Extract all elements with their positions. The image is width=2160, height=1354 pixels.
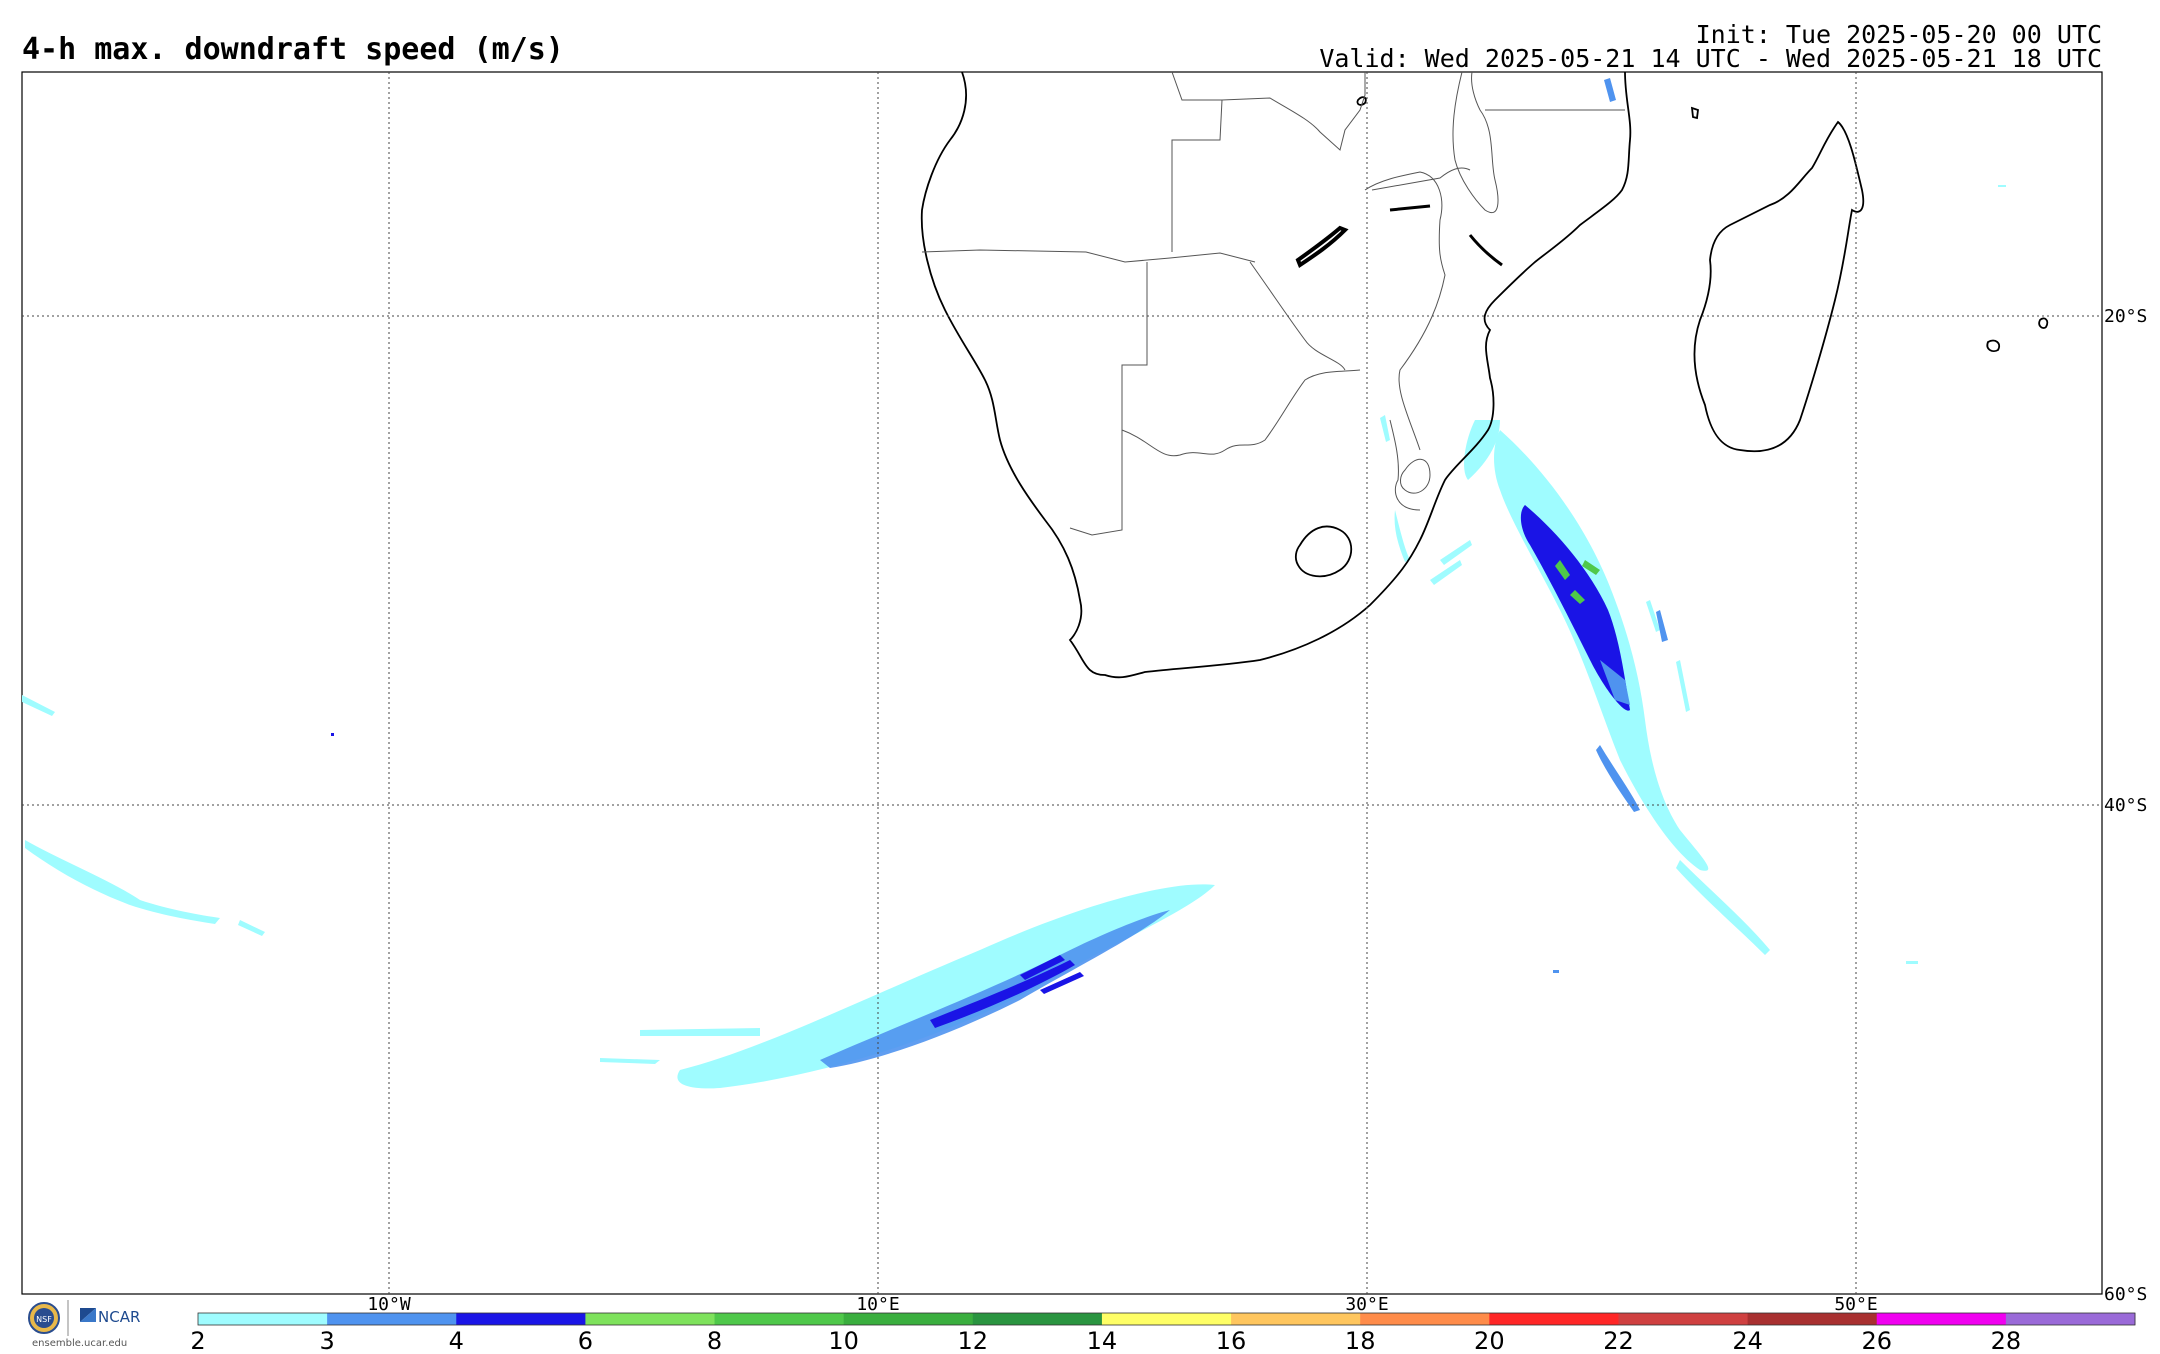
- lon-label-50e: 50°E: [1834, 1294, 1877, 1315]
- colorbar-tick-label: 3: [319, 1327, 334, 1354]
- island-3: [1690, 106, 1699, 120]
- colorbar-tick-label: 22: [1603, 1327, 1634, 1354]
- colorbar-tick-label: 8: [707, 1327, 722, 1354]
- init-time: Init: Tue 2025-05-20 00 UTC: [1695, 20, 2102, 49]
- colorbar-tick-label: 10: [828, 1327, 859, 1354]
- lake-malawi: [1468, 234, 1503, 267]
- colorbar-swatch: [327, 1313, 457, 1325]
- coastlines: [920, 71, 2049, 679]
- colorbar-swatch: [1747, 1313, 1878, 1325]
- valid-time: Valid: Wed 2025-05-21 14 UTC - Wed 2025-…: [1319, 44, 2102, 73]
- lake-kariba: [1295, 225, 1349, 269]
- colorbar-tick-label: 20: [1474, 1327, 1505, 1354]
- colorbar-tick-label: 16: [1216, 1327, 1247, 1354]
- colorbar-tick-label: 4: [449, 1327, 464, 1354]
- lake-victoria-outline: [1356, 96, 1367, 106]
- map-title: 4-h max. downdraft speed (m/s): [22, 32, 564, 67]
- colorbar-tick-label: 26: [1861, 1327, 1892, 1354]
- country-borders: [921, 71, 1625, 536]
- colorbar-swatch: [972, 1313, 1103, 1325]
- colorbar-swatch: [1489, 1313, 1619, 1325]
- colorbar-tick-label: 18: [1345, 1327, 1376, 1354]
- colorbar-tick-label: 24: [1732, 1327, 1763, 1354]
- colorbar-swatch: [1618, 1313, 1749, 1325]
- ncar-text: NCAR: [98, 1308, 140, 1326]
- lat-label-40s: 40°S: [2104, 795, 2147, 816]
- nsf-text: NSF: [36, 1315, 52, 1324]
- lesotho-outline: [1294, 525, 1353, 578]
- colorbar-swatch: [714, 1313, 845, 1325]
- colorbar-swatch: [585, 1313, 716, 1325]
- lat-label-20s: 20°S: [2104, 306, 2147, 327]
- madagascar-coastline: [1693, 120, 1865, 453]
- lon-label-10e: 10°E: [856, 1294, 899, 1315]
- colorbar-tick-label: 14: [1087, 1327, 1118, 1354]
- colorbar-swatch: [2005, 1313, 2136, 1325]
- downdraft-field-west: [22, 695, 334, 936]
- colorbar-swatch: [456, 1313, 586, 1325]
- logo-url: ensemble.ucar.edu: [32, 1338, 128, 1349]
- colorbar: 2 3 4 6 8 10 12 14 16 18 20 22 24 26 28: [190, 1312, 2136, 1354]
- colorbar-tick-label: 2: [190, 1327, 205, 1354]
- lat-label-60s: 60°S: [2104, 1284, 2147, 1305]
- colorbar-border: [197, 1312, 2136, 1326]
- colorbar-swatch: [843, 1313, 974, 1325]
- colorbar-swatch: [198, 1313, 328, 1325]
- africa-coastline: [920, 71, 1632, 679]
- island-1: [1986, 339, 2001, 353]
- island-2: [2038, 317, 2049, 329]
- colorbar-swatch: [1101, 1313, 1232, 1325]
- colorbar-tick-label: 28: [1991, 1327, 2022, 1354]
- nsf-ncar-logo: NSF NCAR: [24, 1298, 164, 1354]
- lon-label-10w: 10°W: [367, 1294, 411, 1315]
- colorbar-tick-label: 6: [578, 1327, 593, 1354]
- colorbar-swatch: [1876, 1313, 2007, 1325]
- lon-label-30e: 30°E: [1345, 1294, 1388, 1315]
- downdraft-field-mozambique-channel: [1380, 78, 2006, 973]
- colorbar-swatch: [1231, 1313, 1361, 1325]
- colorbar-swatch: [1360, 1313, 1490, 1325]
- lake-tanganyika: [1389, 204, 1431, 212]
- map-frame: [21, 71, 2103, 1295]
- colorbar-tick-label: 12: [958, 1327, 989, 1354]
- graticule: [22, 72, 2102, 1294]
- downdraft-field-atlantic: [600, 884, 1215, 1089]
